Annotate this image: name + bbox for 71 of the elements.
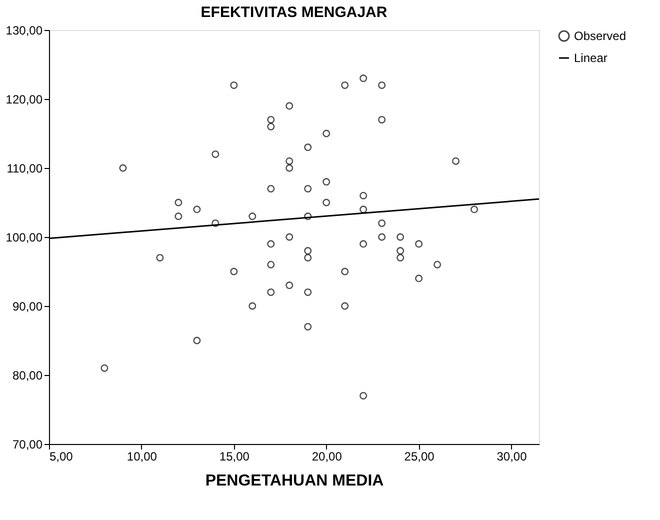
x-axis-title: PENGETAHUAN MEDIA	[205, 472, 384, 490]
point	[193, 206, 201, 214]
point	[286, 164, 294, 172]
point	[248, 212, 256, 220]
point	[304, 247, 312, 255]
point	[286, 233, 294, 241]
point	[230, 268, 238, 276]
y-tick-label: 70,00	[12, 438, 43, 452]
point	[360, 240, 368, 248]
point	[378, 219, 386, 227]
legend-label: Linear	[574, 51, 608, 65]
point	[304, 144, 312, 152]
point	[248, 302, 256, 310]
point	[378, 116, 386, 124]
point	[193, 336, 201, 344]
point	[322, 198, 330, 206]
point	[322, 178, 330, 186]
point	[304, 212, 312, 220]
point	[286, 282, 294, 290]
point	[396, 247, 404, 255]
point	[341, 302, 349, 310]
point	[360, 206, 368, 214]
point	[304, 288, 312, 296]
point	[267, 122, 275, 130]
point	[415, 274, 423, 282]
chart-title: EFEKTIVITAS MENGAJAR	[200, 4, 388, 21]
point	[415, 240, 423, 248]
y-tick-label: 90,00	[12, 300, 43, 314]
y-tick-label: 100,00	[6, 230, 43, 244]
point	[100, 364, 108, 372]
point	[286, 157, 294, 165]
point	[396, 233, 404, 241]
point	[341, 81, 349, 89]
point	[267, 260, 275, 268]
point	[322, 130, 330, 138]
point	[286, 102, 294, 110]
point	[360, 392, 368, 400]
point	[156, 254, 164, 262]
point	[267, 116, 275, 124]
point	[378, 81, 386, 89]
point	[304, 322, 312, 330]
point	[470, 206, 478, 214]
point	[267, 288, 275, 296]
point	[396, 254, 404, 262]
x-tick-label: 30,00	[496, 450, 528, 464]
point	[452, 157, 460, 165]
y-tick-label: 120,00	[6, 92, 43, 106]
point	[174, 198, 182, 206]
x-tick-label: 15,00	[219, 450, 250, 464]
y-tick-label: 130,00	[6, 24, 43, 38]
point	[341, 268, 349, 276]
point	[174, 212, 182, 220]
x-tick-label: 5,00	[50, 450, 74, 464]
x-tick-label: 20,00	[312, 450, 342, 464]
x-tick-label: 25,00	[404, 450, 435, 464]
point	[230, 81, 238, 89]
point	[212, 219, 220, 227]
y-tick-label: 80,00	[12, 368, 43, 382]
point	[304, 254, 312, 262]
legend-label: Observed	[574, 29, 626, 43]
point	[304, 184, 312, 192]
point	[267, 184, 275, 192]
point	[119, 164, 127, 172]
x-tick-label: 10,00	[126, 450, 158, 464]
point	[267, 240, 275, 248]
y-tick-label: 110,00	[6, 162, 43, 176]
point	[360, 74, 368, 82]
point	[212, 150, 220, 158]
point	[360, 192, 368, 200]
point	[378, 233, 386, 241]
point	[434, 260, 442, 268]
